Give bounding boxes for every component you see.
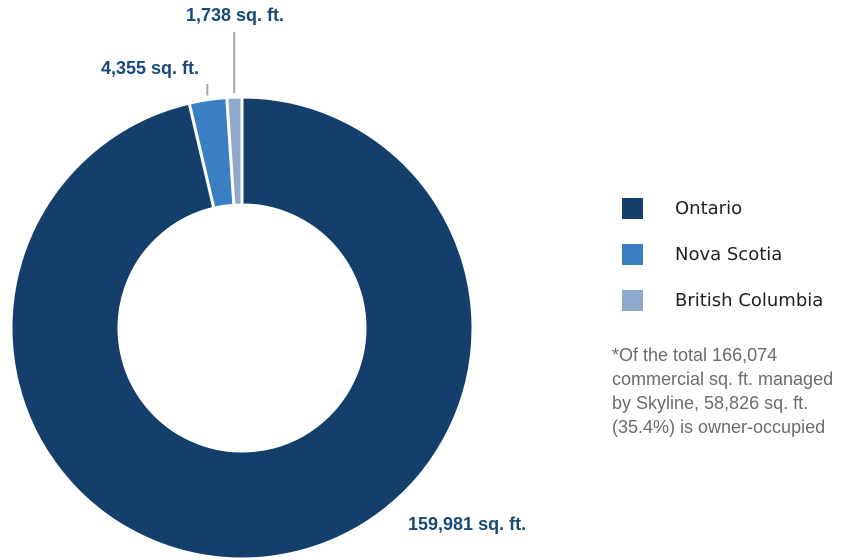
legend-label-ontario: Ontario — [675, 198, 743, 219]
legend-label-british-columbia: British Columbia — [675, 290, 824, 311]
legend: Ontario Nova Scotia British Columbia — [622, 196, 823, 334]
legend-item-british-columbia: British Columbia — [622, 288, 823, 313]
leader-lines — [206, 32, 236, 96]
slice-british-columbia — [225, 95, 244, 207]
slice-ontario — [9, 95, 475, 560]
footnote-line-2: commercial sq. ft. managed — [612, 369, 834, 389]
footnote-line-3: by Skyline, 58,826 sq. ft. — [612, 393, 809, 413]
footnote: *Of the total 166,074 commercial sq. ft.… — [612, 343, 862, 439]
data-label-british-columbia: 1,738 sq. ft. — [186, 5, 284, 25]
legend-swatch-nova-scotia — [622, 244, 643, 265]
data-label-ontario: 159,981 sq. ft. — [408, 514, 526, 534]
donut-slices — [9, 95, 475, 560]
footnote-line-1: *Of the total 166,074 — [612, 345, 778, 365]
legend-label-nova-scotia: Nova Scotia — [675, 244, 783, 265]
legend-item-nova-scotia: Nova Scotia — [622, 242, 823, 267]
data-label-nova-scotia: 4,355 sq. ft. — [101, 58, 199, 78]
legend-swatch-ontario — [622, 198, 643, 219]
footnote-line-4: (35.4%) is owner-occupied — [612, 417, 826, 437]
legend-item-ontario: Ontario — [622, 196, 823, 221]
legend-swatch-british-columbia — [622, 290, 643, 311]
